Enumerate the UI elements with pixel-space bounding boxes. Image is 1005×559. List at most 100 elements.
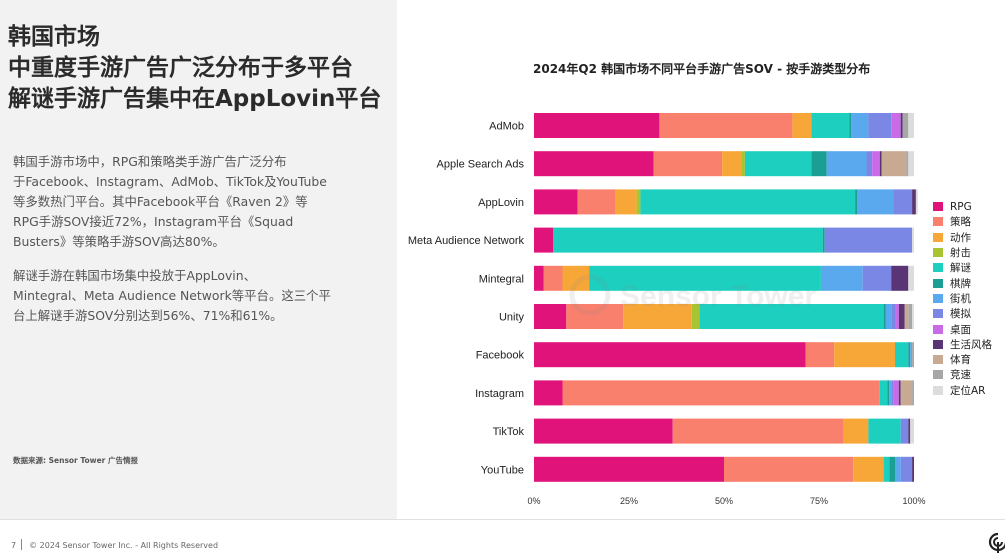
bar-segment [792, 113, 812, 138]
bar-segment [868, 113, 892, 138]
bar-segment [889, 456, 895, 482]
legend-swatch [933, 278, 943, 288]
footer: 7 © 2024 Sensor Tower Inc. - All Rights R… [11, 539, 218, 550]
bar-segment [889, 380, 892, 406]
legend-item: 模拟 [933, 306, 992, 321]
legend-label: 定位AR [950, 384, 986, 397]
category-label: YouTube [481, 464, 524, 476]
bar-segment [857, 189, 894, 215]
legend-label: 策略 [950, 216, 971, 229]
bar-segment [534, 113, 660, 138]
legend-swatch [933, 370, 943, 380]
paragraph-1-line: RPG手游SOV接近72%，Instagram平台《Squad [13, 214, 294, 229]
legend-item: 射击 [933, 245, 992, 260]
bar-segment [672, 418, 844, 444]
legend-label: RPG [950, 200, 972, 213]
bar-segment [822, 227, 825, 253]
bar-segment [534, 304, 567, 329]
bar-segment [912, 342, 914, 368]
bar-segment [912, 456, 914, 482]
headline: 韩国市场 中重度手游广告广泛分布于多平台 解谜手游广告集中在AppLovin平台 [8, 22, 393, 115]
bar-segment [855, 189, 857, 215]
copyright: © 2024 Sensor Tower Inc. - All Rights Re… [29, 541, 219, 550]
legend-label: 体育 [950, 354, 971, 367]
category-label: AppLovin [478, 197, 524, 209]
bar-segment [891, 304, 895, 329]
bar-segment [908, 304, 913, 329]
bar-segment [534, 456, 724, 482]
legend-swatch [933, 339, 943, 349]
bar-segment [904, 304, 909, 329]
watermark-logo-icon [569, 274, 611, 316]
legend-label: 射击 [950, 247, 971, 260]
bar-segment [534, 380, 563, 406]
bar-segment [866, 151, 873, 177]
chart-legend: RPG 策略 动作 射击 解谜 棋牌 街机 模拟 桌面 生活风格 体育 竞速 定位AR [933, 199, 992, 398]
chart-title: 2024年Q2 韩国市场不同平台手游广告SOV - 按手游类型分布 [533, 62, 871, 76]
bar-segment [834, 342, 895, 368]
bar-segment [824, 227, 913, 253]
bar-segment [741, 151, 745, 177]
x-tick-label: 0% [527, 496, 540, 506]
legend-swatch [933, 324, 943, 334]
bar-segment [724, 456, 854, 482]
legend-label: 模拟 [950, 308, 971, 321]
bar-segment [912, 380, 914, 406]
bar-segment [862, 265, 892, 291]
bar-segment [851, 113, 869, 138]
x-tick-label: 50% [715, 496, 733, 506]
paragraph-1-line: 等多数热门平台。其中Facebook平台《Raven 2》等 [13, 194, 308, 209]
legend-label: 生活风格 [950, 338, 992, 351]
paragraph-1-line: 于Facebook、Instagram、AdMob、TikTok及YouTube [13, 174, 327, 189]
bar-segment [534, 342, 806, 368]
bar-segment [826, 151, 867, 177]
x-tick-label: 25% [620, 496, 638, 506]
bar-segment [883, 456, 890, 482]
bar-segment [811, 151, 827, 177]
bar-segment [879, 151, 882, 177]
legend-swatch [933, 263, 943, 273]
bar-segment [893, 380, 899, 406]
legend-item: 定位AR [933, 383, 992, 398]
left-panel: 韩国市场 中重度手游广告广泛分布于多平台 解谜手游广告集中在AppLovin平台… [0, 0, 397, 519]
bar-segment [640, 189, 856, 215]
watermark: Sensor Tower [569, 274, 816, 316]
legend-swatch [933, 202, 943, 212]
bar-segment [895, 304, 899, 329]
bar-segment [891, 380, 894, 406]
bar-segment [853, 456, 884, 482]
bar-segment [908, 151, 914, 177]
legend-item: RPG [933, 199, 992, 214]
x-tick-label: 75% [810, 496, 828, 506]
bar-segment [744, 151, 812, 177]
bar-segment [906, 151, 909, 177]
category-label: Unity [499, 312, 525, 324]
bar-segment [811, 113, 850, 138]
bar-segment [589, 265, 821, 291]
category-label: Mintegral [479, 273, 524, 285]
category-label: Apple Search Ads [437, 159, 525, 171]
watermark-text: Sensor Tower [620, 280, 816, 313]
bar-segment [534, 151, 654, 177]
bar-segment [910, 418, 914, 444]
bar-segment [553, 227, 823, 253]
category-label: AdMob [489, 121, 524, 133]
bar-segment [908, 265, 914, 291]
bar-segment [534, 265, 544, 291]
bar-segment [534, 418, 673, 444]
bar-segment [912, 227, 914, 253]
bar-segment [699, 304, 884, 329]
bar-segment [543, 265, 563, 291]
bar-segment [895, 456, 901, 482]
legend-swatch [933, 385, 943, 395]
bar-segment [868, 418, 901, 444]
bar-segment [615, 189, 637, 215]
bar-segment [722, 151, 742, 177]
bar-segment [902, 113, 909, 138]
bar-segment [653, 151, 723, 177]
x-tick-label: 100% [902, 496, 925, 506]
bar-segment [805, 342, 835, 368]
legend-item: 桌面 [933, 321, 992, 336]
bar-segment [887, 380, 890, 406]
legend-item: 解谜 [933, 260, 992, 275]
